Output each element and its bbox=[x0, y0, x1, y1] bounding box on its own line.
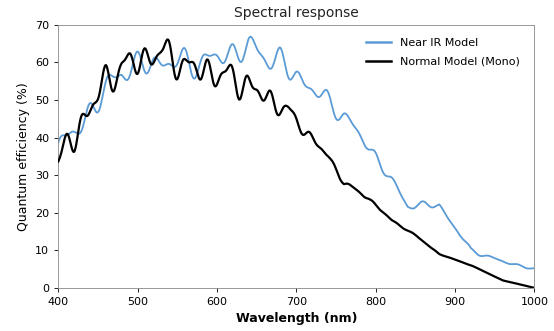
Title: Spectral response: Spectral response bbox=[234, 6, 359, 20]
Y-axis label: Quantum efficiency (%): Quantum efficiency (%) bbox=[17, 82, 29, 231]
X-axis label: Wavelength (nm): Wavelength (nm) bbox=[235, 312, 357, 325]
Legend: Near IR Model, Normal Model (Mono): Near IR Model, Normal Model (Mono) bbox=[362, 33, 524, 71]
